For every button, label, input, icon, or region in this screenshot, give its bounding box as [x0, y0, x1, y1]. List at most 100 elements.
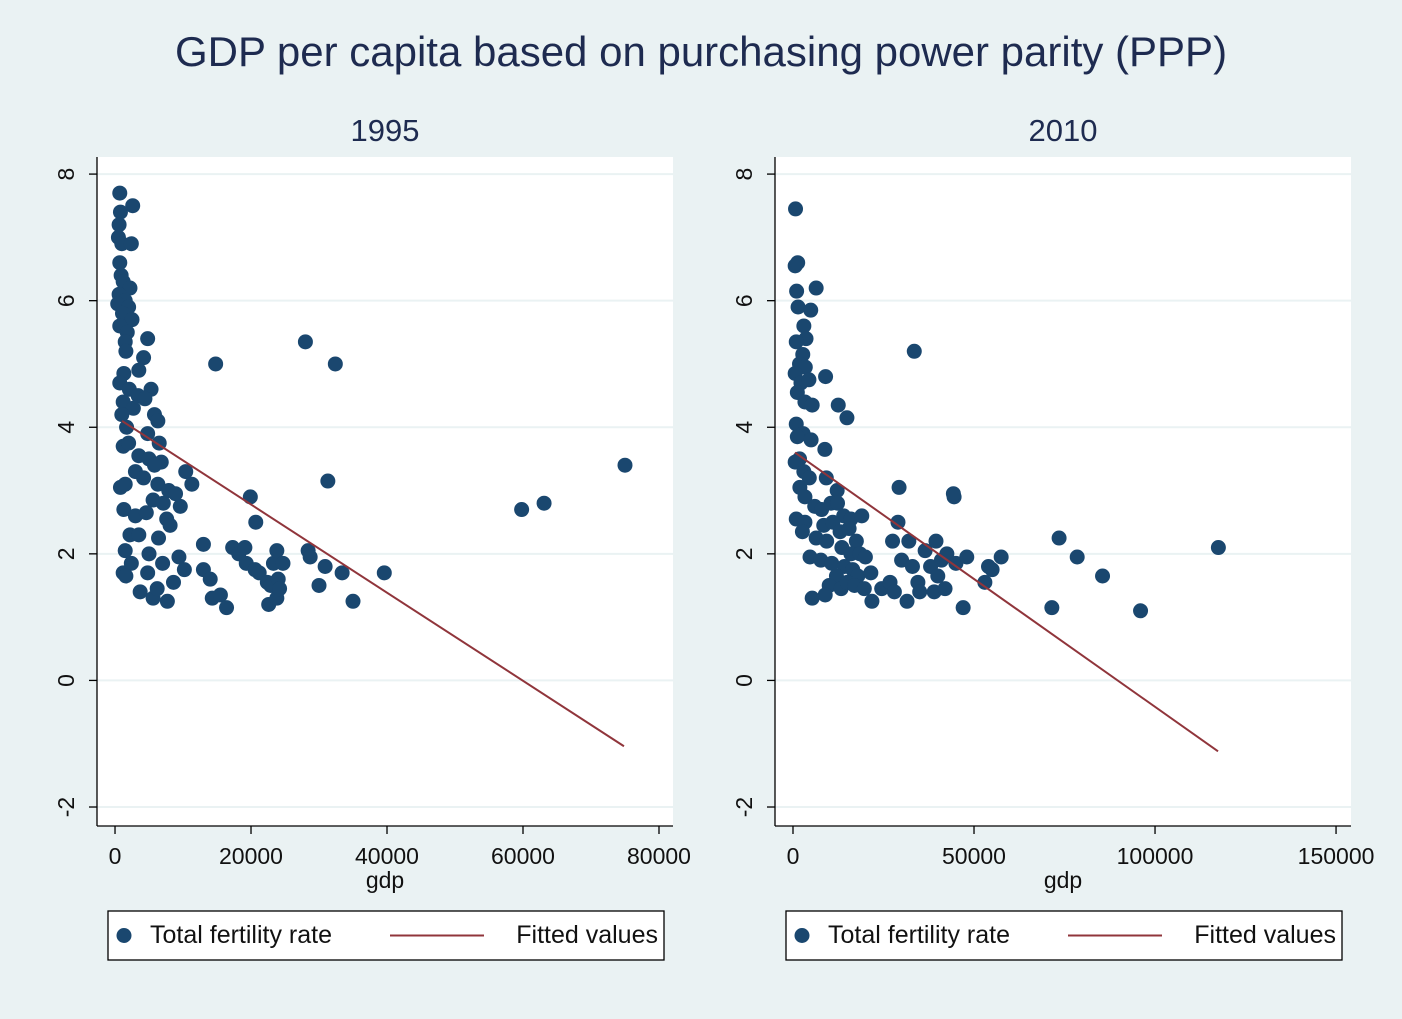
panel: 2010 -2 0 2 4 6 8 0 50000 100000 150000 gdp Total fe… — [731, 113, 1375, 961]
panel: 1995 -2 0 2 4 6 8 0 20000 40000 60000 80000 gdp Total… — [53, 113, 691, 961]
point — [118, 343, 134, 359]
point — [151, 530, 167, 546]
point — [172, 498, 188, 514]
legend-marker — [116, 928, 132, 943]
legend-label: Total fertility rate — [150, 921, 332, 949]
point — [839, 410, 855, 426]
point — [125, 198, 141, 214]
y-tick-label: 2 — [53, 547, 79, 560]
y-tick-label: 2 — [731, 547, 757, 560]
point — [117, 543, 133, 559]
point — [789, 429, 805, 445]
y-tick-label: 6 — [731, 294, 757, 307]
point — [178, 464, 194, 480]
legend-label: Fitted values — [1194, 921, 1336, 949]
point — [117, 476, 133, 492]
point — [137, 391, 153, 407]
point — [788, 334, 804, 350]
point — [1095, 568, 1111, 584]
point — [984, 562, 1000, 578]
point — [993, 549, 1009, 565]
point — [269, 543, 285, 559]
point — [901, 533, 917, 549]
point — [184, 476, 200, 492]
point — [804, 590, 820, 606]
x-tick-label: 150000 — [1298, 843, 1375, 869]
point — [891, 479, 907, 495]
point — [819, 533, 835, 549]
plot-area — [775, 157, 1351, 826]
legend-label: Total fertility rate — [828, 921, 1010, 949]
legend: Total fertility rate Fitted values — [107, 910, 665, 961]
point — [159, 593, 175, 609]
point — [141, 546, 157, 562]
point — [617, 457, 633, 473]
point — [311, 577, 327, 593]
y-tick-label: 6 — [53, 294, 79, 307]
point — [930, 568, 946, 584]
point — [864, 593, 880, 609]
point — [140, 331, 156, 347]
point — [345, 593, 361, 609]
point — [904, 559, 920, 575]
y-tick-label: -2 — [53, 797, 79, 817]
point — [945, 486, 961, 502]
point — [824, 555, 840, 571]
point — [906, 343, 922, 359]
point — [302, 549, 318, 565]
panel-title: 1995 — [351, 113, 420, 148]
point — [830, 495, 846, 511]
point — [856, 581, 872, 597]
point — [219, 600, 235, 616]
point — [136, 350, 152, 366]
point — [1210, 540, 1226, 556]
x-tick-label: 0 — [109, 843, 122, 869]
point — [138, 505, 154, 521]
point — [1051, 530, 1067, 546]
point — [808, 280, 824, 296]
fitted-line — [121, 420, 625, 748]
point — [116, 502, 132, 518]
legend-box — [107, 910, 665, 961]
plot-area — [97, 157, 673, 826]
point — [150, 476, 166, 492]
x-axis-label: gdp — [366, 867, 404, 893]
point — [146, 457, 162, 473]
y-tick-label: 8 — [53, 168, 79, 181]
point — [955, 600, 971, 616]
point — [886, 584, 902, 600]
point — [514, 502, 530, 518]
point — [195, 536, 211, 552]
x-tick-label: 100000 — [1117, 843, 1194, 869]
point — [112, 204, 128, 220]
point — [212, 587, 228, 603]
point — [789, 283, 805, 299]
point — [854, 508, 870, 524]
point — [171, 549, 187, 565]
point — [165, 574, 181, 590]
point — [121, 435, 137, 451]
point — [863, 565, 879, 581]
point — [977, 574, 993, 590]
point — [1069, 549, 1085, 565]
point — [376, 565, 392, 581]
legend-marker — [794, 928, 810, 943]
legend-label: Fitted values — [516, 921, 658, 949]
point — [912, 584, 928, 600]
point — [162, 517, 178, 533]
point — [149, 581, 165, 597]
y-tick-label: -2 — [731, 797, 757, 817]
y-tick-label: 0 — [731, 674, 757, 687]
point — [111, 217, 127, 233]
fitted-line — [794, 451, 1219, 753]
point — [237, 540, 253, 556]
point — [801, 372, 817, 388]
point — [202, 571, 218, 587]
point — [841, 521, 857, 537]
point — [208, 356, 224, 372]
point — [317, 559, 333, 575]
point — [797, 489, 813, 505]
point — [803, 432, 819, 448]
point — [804, 397, 820, 413]
